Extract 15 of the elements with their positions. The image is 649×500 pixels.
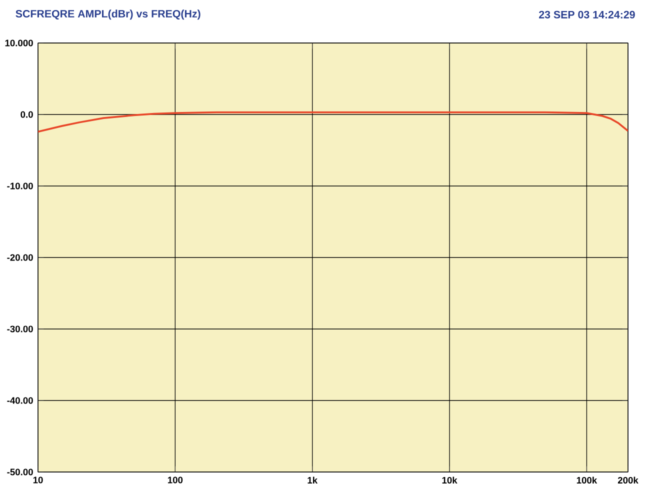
y-tick-label: 0.0 [20, 111, 33, 118]
x-tick-label: 100k [576, 476, 598, 484]
text: 23 SEP 03 14:24:29 [539, 10, 635, 18]
y-tick-label: -40.00 [7, 397, 33, 404]
y-tick-label: -20.00 [7, 254, 33, 261]
y-tick-label: -10.00 [7, 182, 33, 190]
y-tick-label: -30.00 [7, 326, 33, 332]
chart-title: SCFREQRE AMPL(dBr) vs FREQ(Hz) [16, 10, 200, 20]
y-tick-label: 10.000 [5, 40, 33, 46]
x-tick-label: 10 [33, 476, 43, 484]
y-tick-label: -50.00 [7, 468, 33, 476]
x-tick-label: 1k [308, 476, 318, 484]
x-tick-label: 10k [442, 476, 458, 484]
x-tick-label: 200k [618, 476, 638, 484]
x-tick-label: 100 [168, 476, 183, 484]
